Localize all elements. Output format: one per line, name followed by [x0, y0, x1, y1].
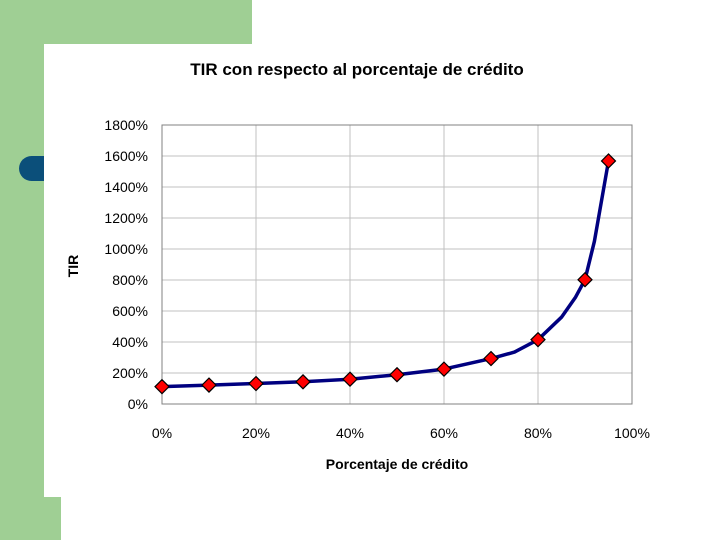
- data-point-marker: [577, 271, 593, 288]
- data-point-marker: [436, 361, 452, 377]
- y-tick-label: 400%: [112, 334, 148, 350]
- decorative-tab: [19, 156, 44, 181]
- x-tick-label: 20%: [242, 425, 270, 441]
- chart-title: TIR con respecto al porcentaje de crédit…: [190, 60, 523, 79]
- tir-line-chart: TIR con respecto al porcentaje de crédit…: [65, 60, 650, 472]
- x-tick-labels: 0% 20% 40% 60% 80% 100%: [152, 425, 650, 441]
- data-markers: [154, 153, 617, 395]
- data-point-marker: [295, 373, 311, 390]
- decorative-bottom-band: [0, 497, 61, 540]
- data-point-marker: [342, 371, 358, 388]
- data-point-marker: [530, 331, 546, 348]
- y-tick-label: 800%: [112, 272, 148, 288]
- data-point-marker: [389, 366, 405, 383]
- y-tick-label: 1000%: [104, 241, 148, 257]
- y-tick-label: 1600%: [104, 148, 148, 164]
- x-tick-label: 0%: [152, 425, 172, 441]
- x-tick-label: 40%: [336, 425, 364, 441]
- x-tick-label: 80%: [524, 425, 552, 441]
- series-line: [160, 159, 611, 389]
- y-axis-label: TIR: [65, 255, 81, 278]
- y-tick-label: 1400%: [104, 179, 148, 195]
- grid-layer: [161, 124, 633, 405]
- chart-container: TIR con respecto al porcentaje de crédit…: [44, 44, 720, 497]
- x-tick-label: 100%: [614, 425, 650, 441]
- data-point-marker: [154, 378, 170, 395]
- data-point-marker: [483, 350, 499, 367]
- y-tick-label: 1200%: [104, 210, 148, 226]
- y-tick-labels: 0% 200% 400% 600% 800% 1000% 1200% 1400% 1600% 18…: [104, 117, 148, 412]
- x-tick-label: 60%: [430, 425, 458, 441]
- decorative-left-band: [0, 0, 44, 540]
- y-tick-label: 1800%: [104, 117, 148, 133]
- plot-area-border: [161, 124, 633, 405]
- y-tick-label: 200%: [112, 365, 148, 381]
- y-tick-label: 600%: [112, 303, 148, 319]
- y-tick-label: 0%: [128, 396, 148, 412]
- data-point-marker: [201, 377, 217, 393]
- data-point-marker: [248, 375, 264, 392]
- x-axis-label: Porcentaje de crédito: [326, 456, 468, 472]
- data-point-marker: [600, 153, 617, 169]
